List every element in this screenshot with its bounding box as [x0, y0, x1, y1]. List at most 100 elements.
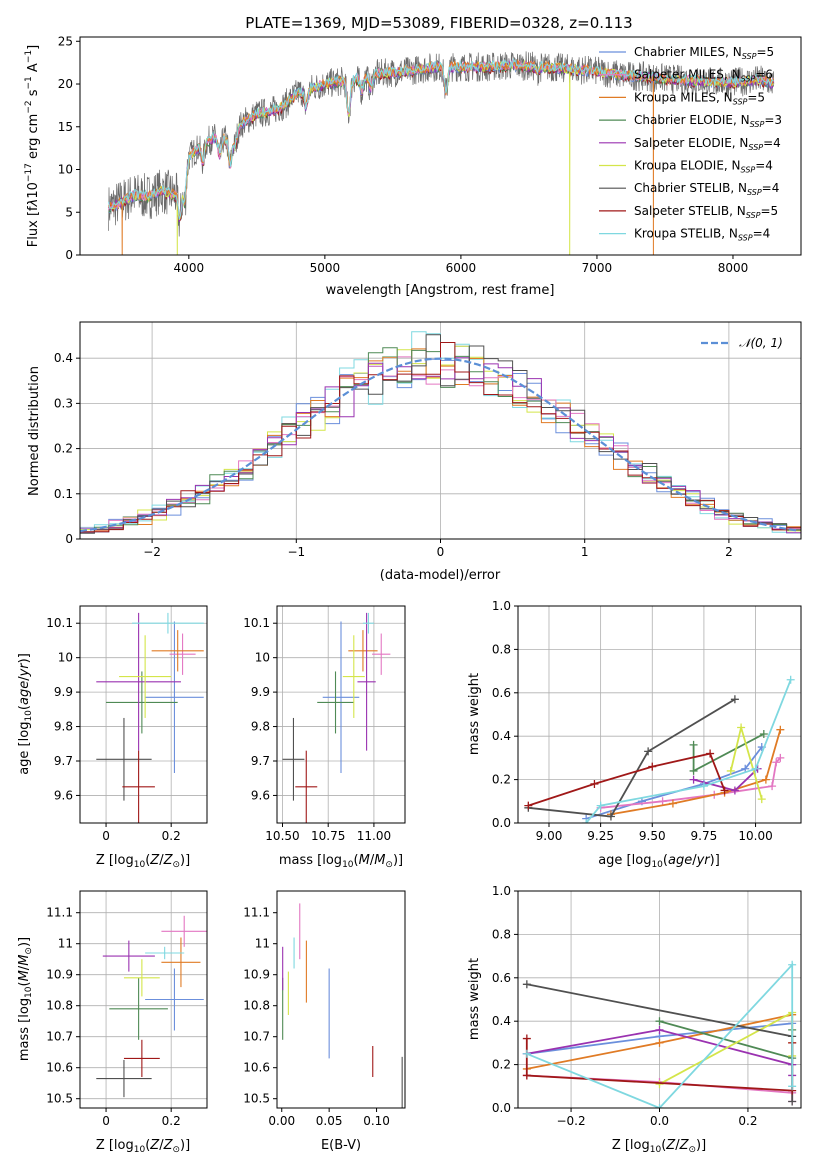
x-tick-label: 10.00 [738, 829, 772, 843]
point-marker [522, 1034, 531, 1043]
x-tick-label: 0 [437, 545, 445, 559]
point-marker [644, 747, 653, 756]
errorbar-salpeter-stelib [295, 750, 318, 823]
errorbar-kroupa-stelib [132, 612, 204, 634]
x-tick-label: 2 [725, 545, 733, 559]
errorbar-kroupa-miles [348, 630, 378, 672]
point-marker [606, 812, 615, 821]
x-tick-label: −1 [287, 545, 305, 559]
y-tick-label: 10.8 [46, 999, 73, 1013]
legend: Chabrier MILES, NSSP=5 Salpeter MILES, NS… [599, 45, 782, 243]
errorbar-salpeter-elodie [357, 612, 376, 751]
legend-item-chabrier-miles: Chabrier MILES, NSSP=5 [599, 45, 774, 61]
errorbar-chabrier-stelib [96, 1059, 152, 1098]
x-tick-label: −0.2 [556, 1114, 585, 1128]
x-tick-label: 4000 [174, 261, 205, 275]
point-marker [786, 675, 795, 684]
errorbar-salpeter-miles [161, 915, 207, 947]
point-marker [655, 1038, 664, 1047]
x-tick-label: 0.2 [162, 829, 181, 843]
y-tick-label: 10.6 [46, 1061, 73, 1075]
age-vs-metallicity-panel: 0 0.2 9.6 9.7 9.8 9.9 10 10.1 Z [log10(Z/Z⊙)] age… [17, 605, 208, 870]
axes-frame: 10.50 10.75 11.00 9.6 9.7 9.8 9.9 10 10.1 [243, 605, 406, 843]
y-tick-label: 0.2 [492, 1058, 511, 1072]
series-kroupa-elodie [726, 723, 766, 804]
residuals-panel: −2 −1 0 1 2 0 0.1 0.2 0.3 0.4 (data-model)/error No… [27, 321, 802, 583]
x-axis-label: age [log10(age/yr)] [598, 853, 720, 870]
point-marker [689, 766, 698, 775]
errorbar-chabrier-miles [322, 621, 360, 774]
plot-area [518, 606, 801, 823]
errorbar-chabrier-elodie [317, 671, 354, 734]
errorbar-chabrier-miles [145, 621, 204, 774]
point-marker [655, 1025, 664, 1034]
plot-content [524, 675, 795, 823]
point-marker [658, 797, 667, 806]
point-marker [590, 779, 599, 788]
x-axis-label: Z [log10(Z/Z⊙)] [96, 1138, 190, 1155]
point-marker [772, 758, 781, 767]
y-tick-label: 0.0 [492, 816, 511, 830]
legend-item-salpeter-miles: Salpeter MILES, NSSP=6 [599, 68, 773, 84]
y-tick-label: 10.1 [46, 616, 73, 630]
point-marker [759, 730, 768, 739]
legend: 𝒩(0, 1) [701, 336, 783, 350]
legend-item-salpeter-stelib: Salpeter STELIB, NSSP=5 [599, 204, 778, 220]
legend-label: Chabrier ELODIE, NSSP=3 [634, 113, 782, 129]
errorbar-kroupa-elodie [123, 959, 160, 997]
y-tick-label: 10.8 [243, 999, 270, 1013]
y-tick-label: 0.1 [54, 487, 73, 501]
point-marker [788, 1097, 797, 1106]
point-marker [655, 1104, 664, 1108]
y-tick-label: 10.7 [46, 1030, 73, 1044]
x-tick-label: 9.25 [587, 829, 614, 843]
x-tick-label: 10.50 [265, 829, 299, 843]
y-tick-label: 0.2 [54, 442, 73, 456]
legend-label: Salpeter ELODIE, NSSP=4 [634, 136, 781, 152]
y-tick-label: 0.8 [492, 642, 511, 656]
x-tick-label: 10.75 [311, 829, 345, 843]
y-axis-label: mass weight [467, 958, 482, 1040]
x-axis-label: mass [log10(M/M⊙)] [279, 853, 403, 870]
legend-item-kroupa-miles: Kroupa MILES, NSSP=5 [599, 90, 765, 106]
legend-label: Kroupa ELODIE, NSSP=4 [634, 159, 773, 175]
y-tick-label: 9.8 [54, 720, 73, 734]
legend-label: Salpeter MILES, NSSP=6 [634, 68, 773, 84]
y-tick-label: 10 [58, 651, 73, 665]
legend-item-chabrier-elodie: Chabrier ELODIE, NSSP=3 [599, 113, 782, 129]
axes-frame: 9.00 9.25 9.50 9.75 10.00 0.0 0.2 0.4 0.6 0.8 1.0 [492, 599, 802, 843]
x-axis-label: Z [log10(Z/Z⊙)] [96, 853, 190, 870]
legend-item-kroupa-stelib: Kroupa STELIB, NSSP=4 [599, 227, 770, 243]
axes-frame: 0.00 0.05 0.10 10.5 10.6 10.7 10.8 10.9 11 11.1 [243, 890, 406, 1128]
series-salpeter-stelib [524, 749, 729, 810]
point-marker [706, 749, 715, 758]
figure-title: PLATE=1369, MJD=53089, FIBERID=0328, z=0… [245, 14, 632, 32]
errorbar-salpeter-elodie [96, 612, 181, 751]
point-marker [582, 819, 591, 823]
x-axis-label: wavelength [Angstrom, rest frame] [326, 283, 555, 298]
legend-label: Chabrier MILES, NSSP=5 [634, 45, 774, 61]
errorbar-salpeter-miles [372, 633, 391, 675]
point-marker [730, 786, 739, 795]
x-tick-label: 9.75 [691, 829, 718, 843]
y-tick-label: 0.2 [492, 773, 511, 787]
errorbar-chabrier-elodie [109, 977, 168, 1040]
x-tick-label: 0.2 [738, 1114, 757, 1128]
y-tick-label: 10.6 [243, 1061, 270, 1075]
y-tick-label: 10.1 [243, 616, 270, 630]
errorbar-kroupa-miles [161, 937, 201, 988]
plot-content [282, 903, 403, 1108]
legend-label: 𝒩(0, 1) [739, 336, 783, 350]
y-tick-label: 10 [255, 651, 270, 665]
y-axis-label: Normed distribution [27, 366, 42, 496]
plot-content [96, 612, 204, 823]
y-axis-label: age [log10(age/yr)] [17, 653, 34, 775]
y-tick-label: 1.0 [492, 884, 511, 898]
y-tick-label: 11.1 [243, 906, 270, 920]
point-marker [776, 725, 785, 734]
weight-vs-age-panel: 9.00 9.25 9.50 9.75 10.00 0.0 0.2 0.4 0.6 0.8 1.0 a… [467, 599, 802, 870]
y-tick-label: 0.0 [492, 1101, 511, 1115]
errorbar-kroupa-stelib [362, 612, 374, 634]
x-tick-label: 8000 [718, 261, 749, 275]
y-axis-label: Flux [fλ10−17 erg cm−2 s−1 A−1] [24, 45, 41, 247]
